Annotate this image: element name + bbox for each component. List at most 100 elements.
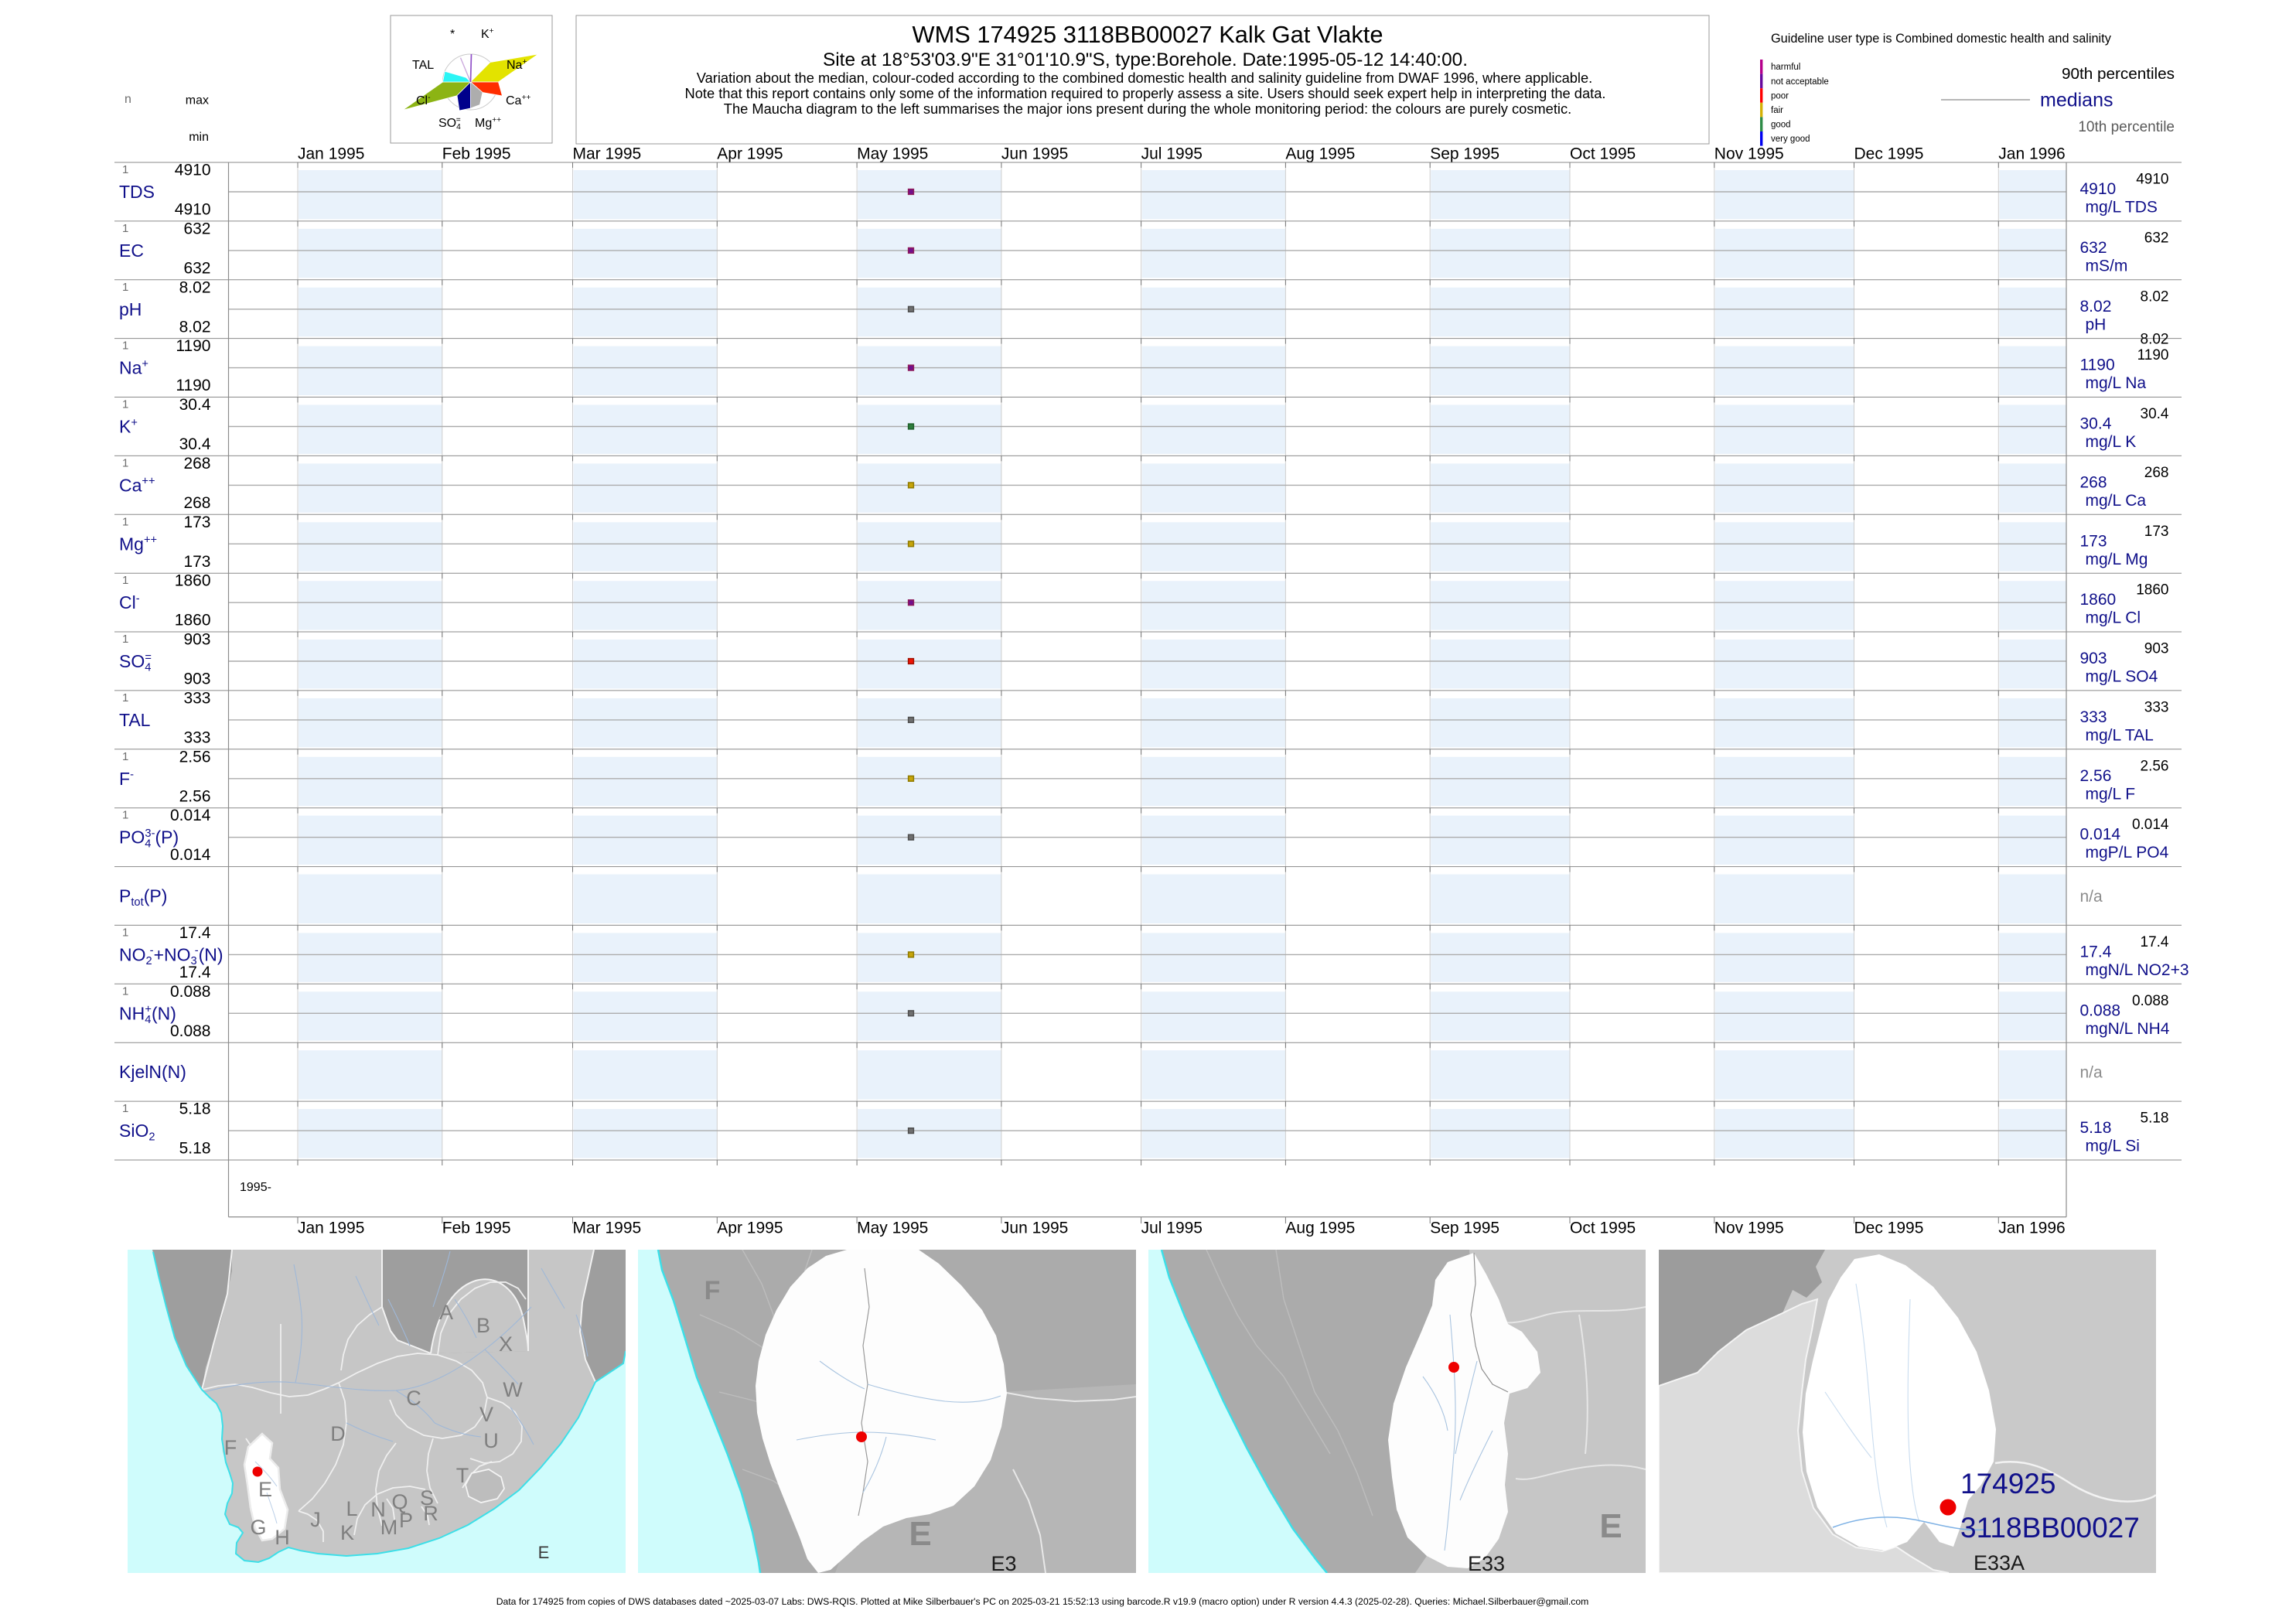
- svg-text:not acceptable: not acceptable: [1771, 77, 1829, 87]
- svg-text:17.4: 17.4: [179, 964, 211, 981]
- svg-text:mgN/L NO2+3: mgN/L NO2+3: [2086, 961, 2189, 979]
- svg-text:903: 903: [183, 670, 210, 688]
- svg-text:903: 903: [183, 631, 210, 649]
- svg-text:17.4: 17.4: [179, 924, 211, 942]
- svg-text:333: 333: [2080, 708, 2107, 726]
- svg-text:Cl-: Cl-: [416, 94, 431, 107]
- svg-text:903: 903: [2080, 650, 2107, 667]
- svg-text:Jan 1996: Jan 1996: [1998, 1220, 2065, 1237]
- svg-text:Jul 1995: Jul 1995: [1141, 145, 1203, 163]
- svg-text:mgN/L NH4: mgN/L NH4: [2086, 1020, 2170, 1038]
- svg-text:E: E: [909, 1515, 931, 1553]
- svg-text:1: 1: [122, 633, 128, 646]
- svg-text:1995-: 1995-: [240, 1181, 271, 1194]
- svg-text:632: 632: [2144, 230, 2169, 246]
- svg-text:fair: fair: [1771, 106, 1783, 115]
- svg-text:X: X: [499, 1332, 513, 1356]
- svg-text:Nov 1995: Nov 1995: [1714, 145, 1784, 163]
- svg-text:NH4+(N): NH4+(N): [119, 1003, 176, 1026]
- svg-text:333: 333: [183, 689, 210, 707]
- svg-text:17.4: 17.4: [2080, 943, 2112, 960]
- svg-text:S: S: [420, 1486, 434, 1510]
- svg-text:4910: 4910: [175, 201, 211, 219]
- svg-text:NO2-+NO3-(N): NO2-+NO3-(N): [119, 944, 223, 967]
- svg-text:Oct 1995: Oct 1995: [1570, 1220, 1636, 1237]
- svg-text:1190: 1190: [176, 337, 210, 355]
- svg-text:mg/L Ca: mg/L Ca: [2086, 492, 2147, 510]
- svg-text:Mg++: Mg++: [475, 116, 501, 130]
- svg-text:Note that this report contains: Note that this report contains only some…: [685, 85, 1606, 101]
- svg-text:Jan 1995: Jan 1995: [298, 1220, 364, 1237]
- svg-text:1: 1: [122, 809, 128, 822]
- svg-text:Dec 1995: Dec 1995: [1854, 145, 1924, 163]
- svg-text:WMS 174925 3118BB00027 Kalk Ga: WMS 174925 3118BB00027 Kalk Gat Vlakte: [913, 21, 1383, 48]
- svg-text:pH: pH: [2086, 316, 2107, 333]
- svg-text:0.088: 0.088: [170, 1022, 211, 1040]
- svg-text:P: P: [399, 1509, 413, 1532]
- svg-text:174925: 174925: [1960, 1468, 2055, 1499]
- svg-text:R: R: [423, 1502, 438, 1525]
- svg-text:SO4=: SO4=: [119, 651, 152, 674]
- svg-text:harmful: harmful: [1771, 63, 1800, 72]
- svg-text:Aug 1995: Aug 1995: [1285, 1220, 1355, 1237]
- svg-text:mg/L K: mg/L K: [2086, 433, 2137, 451]
- svg-text:5.18: 5.18: [2080, 1119, 2112, 1137]
- svg-text:2.56: 2.56: [179, 748, 211, 766]
- svg-text:0.014: 0.014: [170, 846, 211, 864]
- svg-text:Oct 1995: Oct 1995: [1570, 145, 1636, 163]
- svg-text:1: 1: [122, 281, 128, 294]
- svg-text:mg/L Na: mg/L Na: [2086, 374, 2147, 392]
- svg-text:Ptot(P): Ptot(P): [119, 886, 167, 909]
- svg-text:K+: K+: [119, 417, 138, 437]
- svg-text:n/a: n/a: [2080, 888, 2103, 906]
- svg-text:May 1995: May 1995: [857, 145, 928, 163]
- svg-text:mg/L Si: mg/L Si: [2086, 1138, 2140, 1155]
- svg-text:very good: very good: [1771, 135, 1810, 144]
- svg-text:1860: 1860: [2136, 582, 2168, 599]
- svg-text:1: 1: [122, 222, 128, 235]
- svg-text:632: 632: [183, 259, 210, 277]
- svg-text:1190: 1190: [2137, 347, 2169, 363]
- svg-text:n/a: n/a: [2080, 1064, 2103, 1082]
- svg-text:90th percentiles: 90th percentiles: [2062, 65, 2175, 83]
- svg-text:K: K: [340, 1521, 354, 1544]
- svg-text:The Maucha diagram to the left: The Maucha diagram to the left summarise…: [724, 101, 1571, 117]
- svg-text:Guideline user type is Combine: Guideline user type is Combined domestic…: [1771, 32, 2112, 46]
- svg-text:F: F: [224, 1436, 237, 1459]
- svg-text:1: 1: [122, 984, 128, 998]
- svg-text:E: E: [538, 1543, 550, 1562]
- svg-text:Mar 1995: Mar 1995: [573, 145, 642, 163]
- svg-text:0.088: 0.088: [170, 983, 211, 1001]
- svg-text:Jul 1995: Jul 1995: [1141, 1220, 1203, 1237]
- svg-text:5.18: 5.18: [179, 1140, 211, 1158]
- svg-text:max: max: [186, 94, 209, 107]
- svg-text:0.088: 0.088: [2132, 993, 2169, 1009]
- svg-text:8.02: 8.02: [2080, 298, 2112, 316]
- svg-text:Jun 1995: Jun 1995: [1001, 1220, 1068, 1237]
- svg-text:n: n: [125, 93, 131, 106]
- svg-text:U: U: [483, 1429, 499, 1452]
- svg-text:May 1995: May 1995: [857, 1220, 928, 1237]
- svg-text:0.014: 0.014: [2132, 817, 2169, 833]
- svg-text:K+: K+: [481, 27, 494, 41]
- svg-text:268: 268: [183, 494, 210, 512]
- svg-text:17.4: 17.4: [2141, 934, 2169, 950]
- svg-text:Ca++: Ca++: [506, 94, 531, 107]
- svg-text:Na+: Na+: [119, 358, 148, 378]
- svg-text:J: J: [310, 1508, 321, 1531]
- svg-text:1190: 1190: [2080, 357, 2115, 374]
- svg-text:173: 173: [183, 513, 210, 531]
- svg-text:pH: pH: [119, 299, 142, 319]
- svg-text:1860: 1860: [2080, 591, 2117, 609]
- svg-text:KjelN(N): KjelN(N): [119, 1062, 186, 1082]
- svg-text:632: 632: [2080, 239, 2107, 257]
- svg-text:poor: poor: [1771, 91, 1789, 101]
- svg-text:30.4: 30.4: [2080, 415, 2112, 433]
- svg-text:Sep 1995: Sep 1995: [1430, 145, 1499, 163]
- svg-text:2.56: 2.56: [2080, 767, 2112, 785]
- svg-text:E3: E3: [991, 1552, 1016, 1575]
- svg-text:G: G: [250, 1516, 266, 1539]
- svg-text:medians: medians: [2040, 90, 2113, 111]
- svg-text:Site at 18°53'03.9"E 31°01'10.: Site at 18°53'03.9"E 31°01'10.9"S, type:…: [823, 49, 1468, 70]
- svg-text:1: 1: [122, 456, 128, 469]
